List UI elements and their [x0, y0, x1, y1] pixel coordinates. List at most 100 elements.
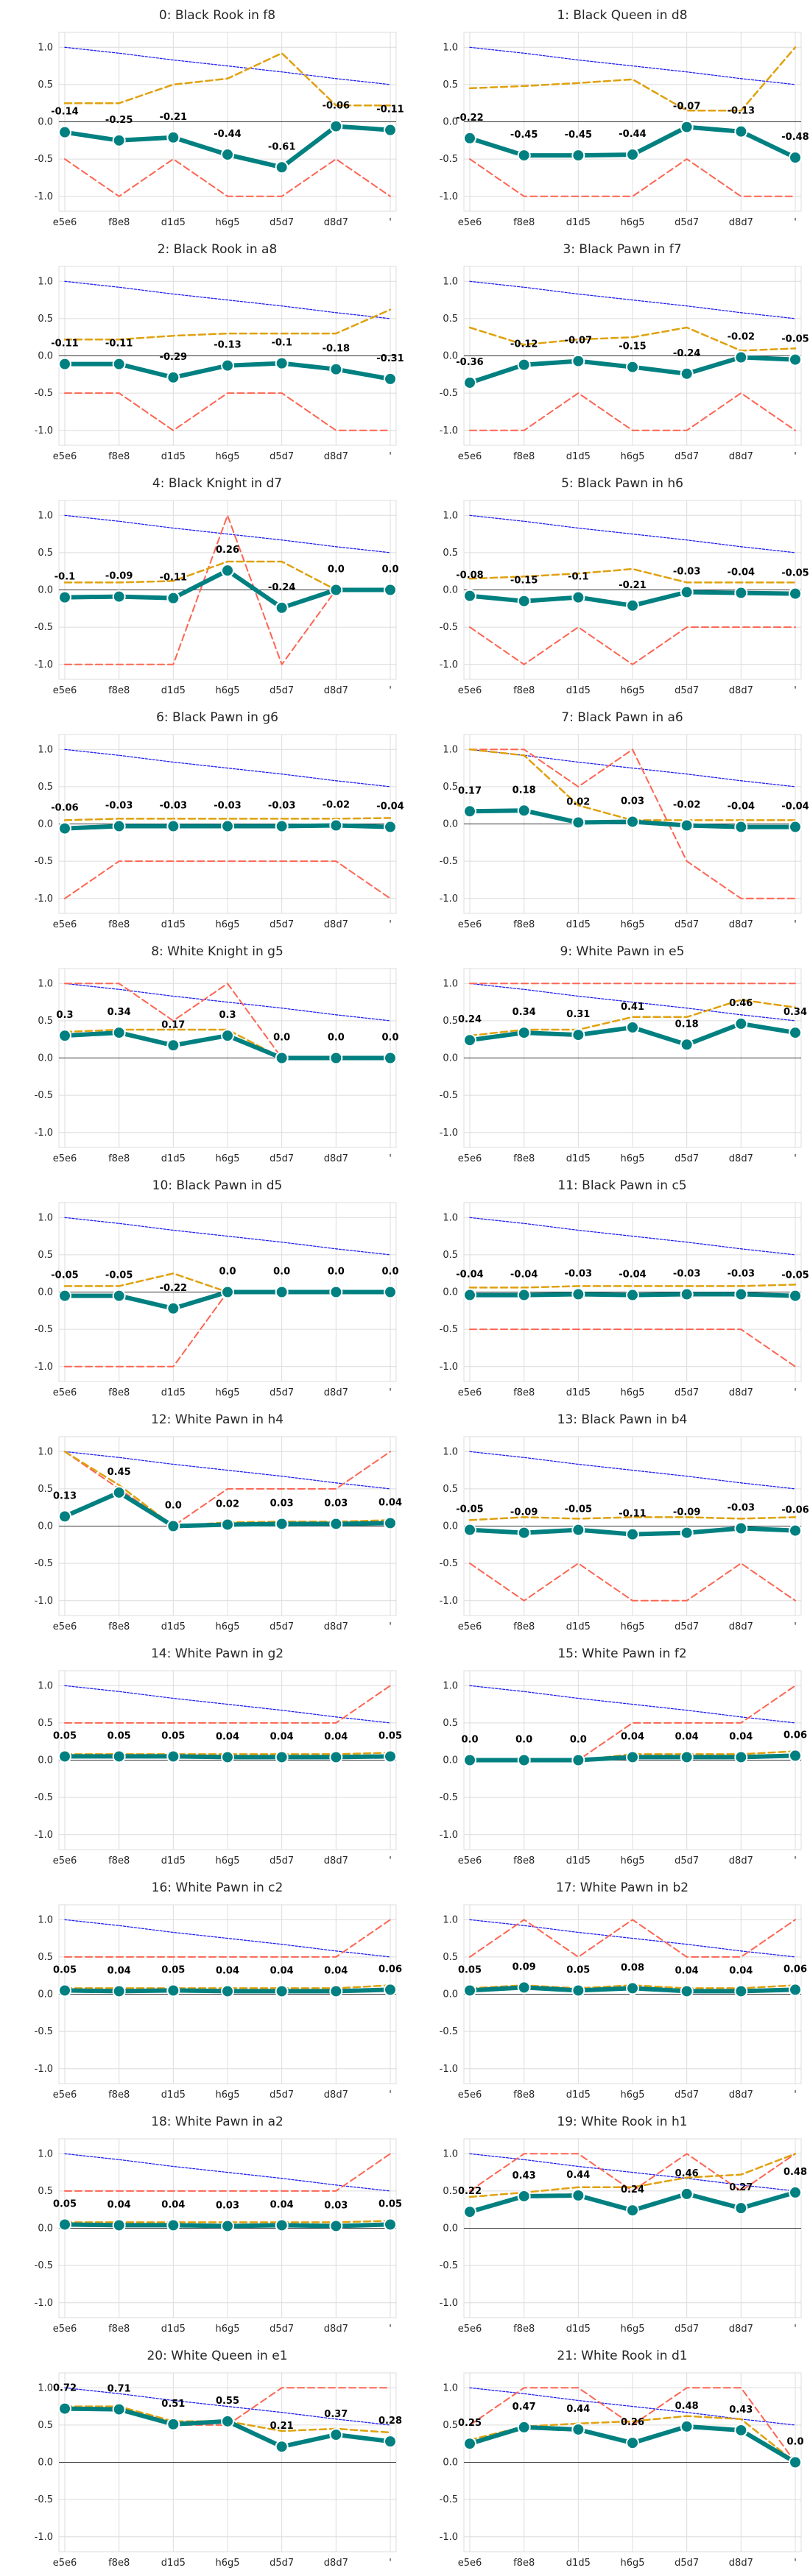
- data-label: -0.03: [160, 801, 187, 812]
- x-tick-label: d8d7: [324, 451, 348, 462]
- chart-panel: 14: White Pawn in g2 1.0 0.5 0.0 -0.5 -1.0 e5e…: [0, 1640, 405, 1874]
- x-tick-label: d1d5: [161, 1621, 186, 1632]
- series-line-red: [469, 1919, 796, 1958]
- x-tick-label: d8d7: [729, 1621, 753, 1632]
- data-point: [329, 2219, 343, 2233]
- y-tick-label: 0.5: [38, 79, 53, 91]
- data-point: [58, 1029, 71, 1043]
- series-line-red: [64, 158, 391, 197]
- data-label: -0.21: [619, 580, 646, 591]
- series-line-blue: [469, 749, 796, 788]
- data-label: 0.03: [216, 2200, 239, 2211]
- y-tick-label: 1.0: [38, 1914, 53, 1925]
- chart-panel: 7: Black Pawn in a6 1.0 0.5 0.0 -0.5 -1.0 e5e6…: [405, 704, 810, 938]
- y-tick-label: -1.0: [440, 1362, 458, 1373]
- data-point: [275, 819, 289, 833]
- x-tick-label: h6g5: [215, 1855, 239, 1866]
- data-point: [329, 119, 343, 133]
- x-tick-label: d1d5: [566, 919, 591, 930]
- chart-title: 10: Black Pawn in d5: [152, 1178, 283, 1193]
- chart-title: 11: Black Pawn in c5: [557, 1178, 686, 1193]
- x-tick-label: e5e6: [458, 1621, 482, 1632]
- x-tick-label: e5e6: [53, 1855, 77, 1866]
- data-label: -0.03: [673, 567, 700, 578]
- data-point: [463, 1984, 476, 1998]
- data-label: 0.46: [729, 998, 753, 1009]
- series-line-blue: [469, 2153, 796, 2192]
- data-point: [58, 357, 71, 371]
- chart-title: 18: White Pawn in a2: [151, 2115, 284, 2129]
- x-tick-label: h6g5: [620, 1621, 644, 1632]
- chart-title: 13: Black Pawn in b4: [557, 1412, 688, 1427]
- x-tick-label: d5d7: [270, 217, 294, 228]
- series-line-red: [469, 392, 796, 431]
- data-label: -0.11: [619, 1509, 646, 1520]
- data-label: 0.0: [273, 1267, 290, 1278]
- data-label: -0.02: [728, 332, 755, 343]
- series-line-blue: [469, 1685, 796, 1724]
- data-label: 0.25: [458, 2418, 482, 2429]
- data-label: 0.0: [381, 1033, 398, 1044]
- data-label: -0.03: [673, 1269, 700, 1280]
- y-tick-label: 0.5: [38, 782, 53, 793]
- y-tick-label: 1.0: [38, 42, 53, 53]
- chart-title: 6: Black Pawn in g6: [156, 710, 278, 725]
- data-point: [734, 1750, 748, 1764]
- x-tick-label: ': [794, 451, 797, 462]
- data-label: 0.44: [566, 2170, 590, 2181]
- data-point: [517, 2420, 531, 2434]
- x-tick-label: e5e6: [458, 217, 482, 228]
- data-label: 0.34: [783, 1007, 807, 1018]
- x-tick-label: ': [389, 217, 392, 228]
- y-tick-label: 0.5: [443, 1718, 458, 1729]
- data-point: [463, 375, 476, 389]
- x-tick-label: d5d7: [270, 2324, 294, 2335]
- y-tick-label: -0.5: [35, 1090, 53, 1101]
- x-tick-label: d5d7: [675, 2558, 699, 2569]
- data-point: [680, 1287, 694, 1301]
- data-point: [166, 1301, 180, 1315]
- data-point: [384, 1516, 397, 1530]
- chart-panel: 9: White Pawn in e5 1.0 0.5 0.0 -0.5 -1.0 e5e6…: [405, 938, 810, 1172]
- data-point: [112, 1026, 126, 1040]
- x-tick-label: h6g5: [620, 451, 644, 462]
- chart-svg: 0: Black Rook in f8 1.0 0.5 0.0 -0.5 -1.0 e5e6…: [35, 8, 404, 228]
- x-tick-label: ': [389, 1621, 392, 1632]
- y-tick-label: 0.0: [38, 2223, 53, 2234]
- y-tick-label: 0.0: [443, 351, 458, 362]
- x-tick-label: h6g5: [215, 1387, 239, 1398]
- series-line-red: [64, 860, 391, 899]
- data-point: [112, 590, 126, 604]
- x-tick-label: d5d7: [675, 1855, 699, 1866]
- data-point: [571, 1523, 585, 1537]
- data-label: 0.05: [458, 1964, 482, 1975]
- data-label: 0.05: [53, 2198, 77, 2209]
- data-label: 0.26: [621, 2417, 644, 2428]
- data-point: [680, 1526, 694, 1540]
- data-label: 0.08: [621, 1962, 644, 1973]
- data-label: -0.06: [781, 1505, 809, 1516]
- data-label: 0.48: [675, 2401, 699, 2412]
- x-tick-label: e5e6: [53, 2324, 77, 2335]
- y-tick-label: -1.0: [35, 894, 53, 905]
- data-point: [275, 1285, 289, 1299]
- data-label: 0.0: [328, 1267, 345, 1278]
- data-point: [166, 1984, 180, 1998]
- x-tick-label: f8e8: [513, 451, 535, 462]
- x-tick-label: e5e6: [53, 2090, 77, 2101]
- y-tick-label: 1.0: [443, 276, 458, 287]
- data-point: [384, 583, 397, 597]
- y-tick-label: -1.0: [35, 1362, 53, 1373]
- data-point: [517, 2189, 531, 2203]
- data-point: [463, 804, 476, 818]
- y-tick-label: 0.0: [443, 1287, 458, 1298]
- series-line-blue: [64, 2153, 391, 2192]
- x-tick-label: ': [389, 919, 392, 930]
- series-line-red: [469, 626, 796, 665]
- y-tick-label: 0.0: [443, 1521, 458, 1532]
- data-point: [463, 1523, 476, 1537]
- y-tick-label: 0.0: [38, 1521, 53, 1532]
- chart-svg: 18: White Pawn in a2 1.0 0.5 0.0 -0.5 -1.0 e5e…: [35, 2115, 402, 2335]
- chart-panel: 3: Black Pawn in f7 1.0 0.5 0.0 -0.5 -1.0 e5e6…: [405, 236, 810, 470]
